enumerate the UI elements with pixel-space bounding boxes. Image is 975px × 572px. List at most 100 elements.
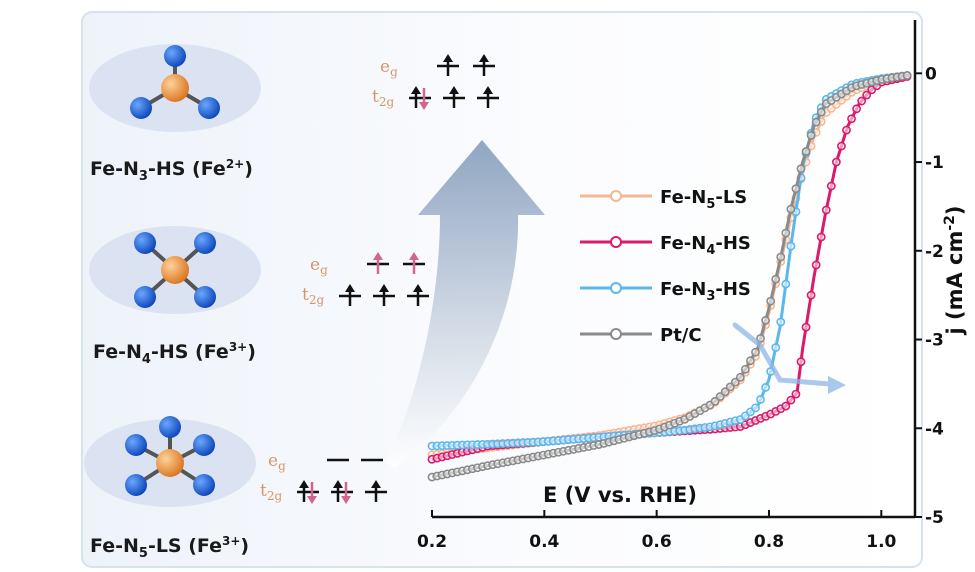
- structures-layer: [84, 44, 261, 507]
- x-tick-label: 0.6: [642, 532, 672, 552]
- orbital-updown: [331, 480, 353, 504]
- shift-arrows: [732, 322, 846, 394]
- data-point: [776, 317, 786, 327]
- orbital-up: [443, 86, 465, 108]
- orbital-label: t2g: [302, 285, 324, 307]
- data-point: [781, 401, 791, 411]
- data-point: [796, 357, 806, 367]
- orbital-updown: [297, 480, 319, 504]
- n-atom: [164, 45, 186, 67]
- spin-diagram-2: eg t2g: [302, 252, 429, 307]
- data-point: [786, 395, 796, 405]
- legend-label: Fe-N5-LS: [660, 187, 747, 212]
- data-point: [791, 389, 801, 399]
- spin-diagrams: eg t2g eg t2g eg t2g: [260, 54, 499, 504]
- orbital-updown: [409, 86, 431, 110]
- data-point: [776, 252, 786, 262]
- y-tick-label: -5: [925, 508, 944, 528]
- data-point: [847, 114, 856, 124]
- data-point: [730, 377, 740, 387]
- legend-item: Pt/C: [580, 325, 702, 346]
- data-point: [746, 356, 755, 366]
- data-point: [842, 125, 851, 135]
- orbital-up: [407, 284, 429, 306]
- fe-atom: [156, 449, 184, 477]
- data-point: [720, 387, 730, 397]
- x-tick-label: 0.2: [417, 532, 447, 552]
- data-point: [826, 181, 836, 191]
- data-point: [821, 205, 831, 215]
- n-atom: [194, 232, 216, 254]
- data-point: [756, 395, 765, 404]
- legend-item: Fe-N5-LS: [580, 187, 747, 212]
- structure-label-fe-n4: Fe-N4-HS (Fe3+): [93, 340, 256, 367]
- orbital-up: [373, 284, 395, 306]
- y-tick-label: -3: [925, 331, 944, 351]
- data-point: [837, 141, 846, 151]
- molecule-fe-n5: [84, 416, 256, 507]
- n-atom: [125, 474, 147, 496]
- data-point: [725, 382, 735, 392]
- legend-label: Fe-N3-HS: [660, 279, 751, 304]
- data-point: [786, 204, 796, 214]
- x-tick-label: 0.8: [754, 532, 784, 552]
- data-point: [766, 296, 776, 306]
- polarization-chart: 0.2 0.4 0.6 0.8 1.0 0 -1 -2 -3 -4 -5 E (V vs. RHE) j…: [417, 20, 967, 552]
- y-tick-label: -4: [925, 419, 944, 439]
- transition-arrow: [385, 140, 545, 468]
- data-point: [751, 347, 760, 357]
- y-tick-label: -1: [925, 153, 944, 173]
- fe-atom: [161, 256, 189, 284]
- data-point: [831, 157, 841, 167]
- data-point: [781, 228, 791, 238]
- data-point: [771, 274, 781, 284]
- n-atom: [198, 97, 220, 119]
- orbital-label: eg: [310, 255, 328, 277]
- spin-diagram-3: eg t2g: [260, 451, 387, 504]
- y-axis-label: j (mA cm-2): [942, 205, 967, 335]
- molecule-fe-n4: [89, 226, 261, 314]
- n-atom: [134, 286, 156, 308]
- molecule-fe-n3: [89, 44, 261, 132]
- legend-item: Fe-N4-HS: [580, 233, 751, 258]
- data-point: [806, 131, 816, 140]
- orbital-label: t2g: [260, 481, 282, 503]
- orbital-label: eg: [268, 451, 286, 473]
- legend-item: Fe-N3-HS: [580, 279, 751, 304]
- data-point: [710, 396, 720, 406]
- legend-label: Fe-N4-HS: [660, 233, 751, 258]
- data-point: [761, 383, 771, 392]
- n-atom: [134, 232, 156, 254]
- n-atom: [130, 97, 152, 119]
- orbital-up: [437, 54, 459, 76]
- n-atom: [193, 474, 215, 496]
- data-point: [862, 90, 872, 100]
- data-point: [771, 343, 781, 352]
- y-tick-label: 0: [925, 64, 937, 84]
- structure-label-fe-n5: Fe-N5-LS (Fe3+): [90, 534, 249, 561]
- orbital-up: [477, 86, 499, 108]
- orbital-up: [403, 252, 425, 274]
- data-point: [751, 403, 760, 413]
- data-point: [756, 334, 765, 343]
- data-point: [902, 71, 912, 80]
- data-point: [806, 290, 816, 300]
- fe-atom: [161, 74, 189, 102]
- x-tick-label: 1.0: [866, 532, 896, 552]
- orbital-up: [473, 54, 495, 76]
- legend: Fe-N5-LS Fe-N4-HS Fe-N3-HS Pt/C: [580, 187, 751, 346]
- structure-label-fe-n3: Fe-N3-HS (Fe2+): [90, 157, 253, 184]
- data-point: [740, 364, 750, 374]
- legend-label: Pt/C: [660, 325, 702, 346]
- data-point: [852, 104, 861, 114]
- orbital-label: eg: [380, 57, 398, 79]
- data-point: [811, 260, 821, 270]
- data-point: [796, 164, 806, 174]
- x-axis-label: E (V vs. RHE): [543, 483, 697, 507]
- data-point: [801, 322, 811, 332]
- data-point: [811, 117, 821, 127]
- data-point: [816, 107, 826, 117]
- orbital-up: [365, 480, 387, 502]
- series-pt-c: [427, 71, 912, 482]
